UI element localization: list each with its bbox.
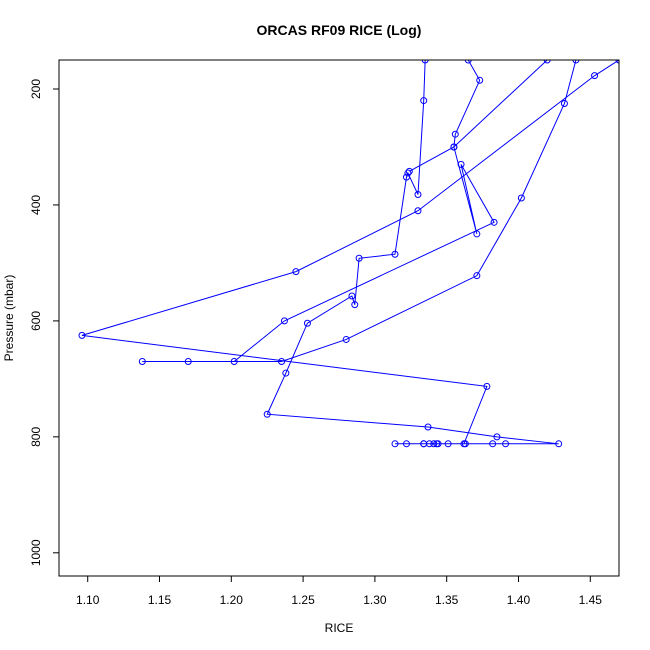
data-point bbox=[391, 250, 399, 258]
data-point bbox=[560, 99, 568, 107]
data-point bbox=[263, 410, 271, 418]
data-point bbox=[517, 194, 525, 202]
data-point bbox=[278, 357, 286, 365]
plot-frame bbox=[58, 59, 620, 577]
data-point bbox=[490, 218, 498, 226]
data-point bbox=[572, 60, 580, 64]
data-point bbox=[457, 160, 465, 168]
data-point bbox=[430, 440, 438, 448]
y-axis: 200 400 600 800 1000 bbox=[29, 79, 60, 566]
data-point bbox=[78, 331, 86, 339]
x-axis: 1.10 1.15 1.20 1.25 1.30 1.35 1.40 1.45 bbox=[76, 575, 603, 607]
data-point bbox=[230, 357, 238, 365]
data-point bbox=[405, 167, 413, 175]
data-point bbox=[402, 440, 410, 448]
y-tick-label: 400 bbox=[29, 195, 43, 215]
x-tick-label: 1.40 bbox=[507, 593, 531, 607]
x-tick-label: 1.10 bbox=[76, 593, 100, 607]
data-point bbox=[451, 130, 459, 138]
x-tick-label: 1.45 bbox=[579, 593, 603, 607]
data-point bbox=[502, 440, 510, 448]
data-point bbox=[591, 72, 599, 80]
data-point bbox=[460, 440, 468, 448]
data-point bbox=[292, 268, 300, 276]
series-layer bbox=[78, 60, 619, 448]
data-point bbox=[414, 191, 422, 199]
data-point bbox=[420, 97, 428, 105]
data-point bbox=[342, 335, 350, 343]
y-tick-label: 800 bbox=[29, 427, 43, 447]
series-line bbox=[81, 60, 619, 445]
data-point bbox=[351, 301, 359, 309]
y-axis-label: Pressure (mbar) bbox=[2, 275, 16, 362]
data-point bbox=[464, 60, 472, 64]
data-point bbox=[489, 440, 497, 448]
x-tick-label: 1.25 bbox=[291, 593, 315, 607]
series-line bbox=[409, 60, 548, 172]
x-axis-label: RICE bbox=[325, 621, 354, 635]
series-line bbox=[142, 60, 577, 362]
x-tick-label: 1.30 bbox=[363, 593, 387, 607]
data-point bbox=[543, 60, 551, 64]
data-point bbox=[355, 254, 363, 262]
data-point bbox=[476, 76, 484, 84]
data-point bbox=[282, 369, 290, 377]
data-point bbox=[483, 382, 491, 390]
data-point bbox=[404, 169, 412, 177]
data-point bbox=[555, 440, 563, 448]
data-point bbox=[348, 292, 356, 300]
data-point bbox=[414, 207, 422, 215]
data-point bbox=[280, 317, 288, 325]
data-point bbox=[138, 357, 146, 365]
data-point bbox=[421, 60, 429, 64]
x-tick-label: 1.20 bbox=[220, 593, 244, 607]
data-point bbox=[420, 440, 428, 448]
data-point bbox=[184, 357, 192, 365]
data-point bbox=[391, 440, 399, 448]
y-tick-label: 200 bbox=[29, 79, 43, 99]
data-point bbox=[493, 433, 501, 441]
chart-title: ORCAS RF09 RICE (Log) bbox=[257, 22, 422, 38]
data-point bbox=[450, 143, 458, 151]
x-tick-label: 1.15 bbox=[148, 593, 172, 607]
x-tick-label: 1.35 bbox=[435, 593, 459, 607]
y-tick-label: 600 bbox=[29, 311, 43, 331]
data-point bbox=[424, 423, 432, 431]
data-point bbox=[402, 173, 410, 181]
data-point bbox=[433, 440, 441, 448]
data-point bbox=[303, 319, 311, 327]
y-tick-label: 1000 bbox=[29, 539, 43, 566]
data-point bbox=[473, 272, 481, 280]
data-point bbox=[444, 440, 452, 448]
data-point bbox=[473, 230, 481, 238]
